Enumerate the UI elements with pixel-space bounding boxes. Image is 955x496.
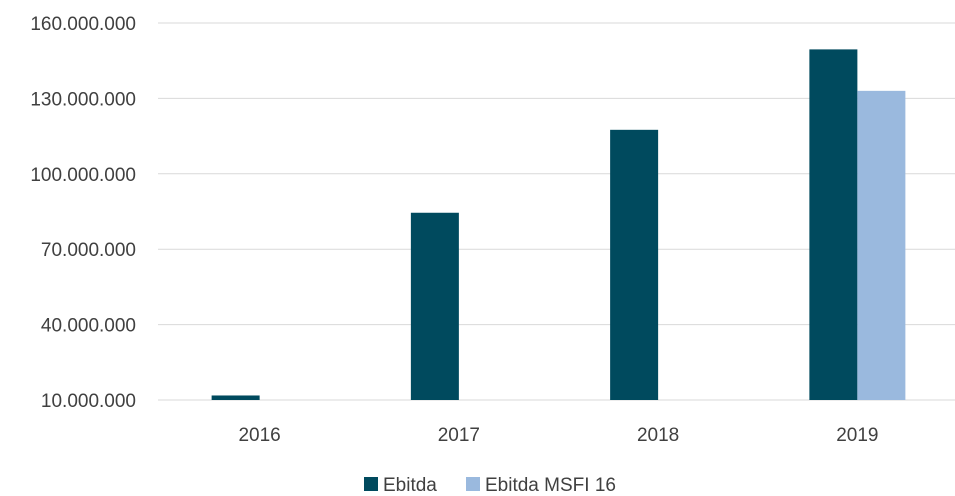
x-tick-label: 2018 bbox=[637, 425, 679, 446]
bar-ebitda-msfi-16-2019 bbox=[857, 90, 906, 401]
bar-ebitda-2019 bbox=[809, 49, 858, 400]
x-tick-label: 2019 bbox=[836, 425, 878, 446]
y-tick-label: 70.000.000 bbox=[41, 240, 136, 261]
y-tick-label: 160.000.000 bbox=[30, 14, 136, 35]
legend-swatch bbox=[364, 477, 378, 491]
x-axis: 2016 2017 2018 2019 bbox=[238, 425, 878, 446]
y-tick-label: 130.000.000 bbox=[30, 89, 136, 110]
y-tick-label: 10.000.000 bbox=[41, 391, 136, 412]
legend-swatch bbox=[466, 477, 480, 491]
x-tick-label: 2016 bbox=[238, 425, 280, 446]
bar-ebitda-2018 bbox=[610, 129, 659, 401]
bar-ebitda-2017 bbox=[410, 212, 459, 400]
legend: Ebitda Ebitda MSFI 16 bbox=[364, 475, 616, 496]
bars bbox=[211, 49, 906, 401]
legend-label: Ebitda MSFI 16 bbox=[485, 475, 616, 496]
bar-ebitda-2016 bbox=[211, 395, 260, 400]
x-tick-label: 2017 bbox=[438, 425, 480, 446]
y-tick-label: 40.000.000 bbox=[41, 316, 136, 337]
y-axis: 10.000.000 40.000.000 70.000.000 100.000.00… bbox=[30, 14, 136, 412]
legend-label: Ebitda bbox=[383, 475, 437, 496]
y-tick-label: 100.000.000 bbox=[30, 165, 136, 186]
